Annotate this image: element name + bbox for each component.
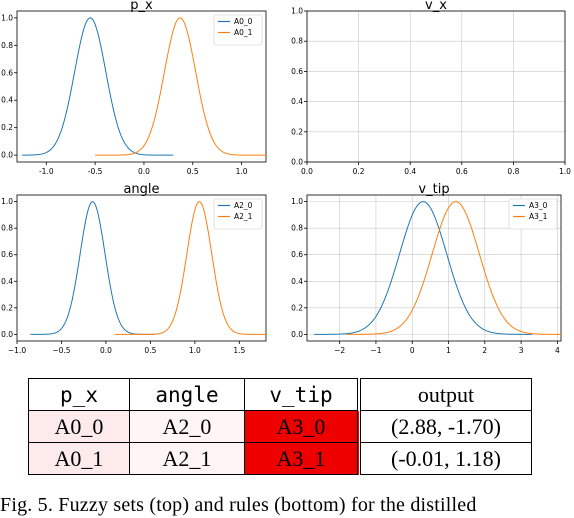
subplot-title: p_x <box>130 0 153 13</box>
rules-table: p_x angle v_tip output A0_0 A2_0 A3_0 (2… <box>28 378 532 475</box>
header-v-tip: v_tip <box>244 378 360 411</box>
fuzzy-sets-figure: p_x -1.0 -0.5 0.0 0.5 1.0 0.0 0.2 0.4 0.6 0.8 1.0 A0… <box>1 0 571 355</box>
y-tick-label: 0.6 <box>1 68 13 77</box>
legend-label: A2_0 <box>234 201 253 210</box>
y-tick-label: 0.8 <box>291 37 303 46</box>
y-tick-label: 1.0 <box>291 197 303 206</box>
legend-box <box>213 14 263 46</box>
series-line-A3-1 <box>346 201 561 335</box>
axes-frame <box>16 194 267 342</box>
y-tick-label: 0.0 <box>1 330 13 339</box>
x-tick-label: −1 <box>370 346 381 355</box>
cell-row2-angle: A2_1 <box>129 442 245 475</box>
header-angle: angle <box>129 378 245 411</box>
legend-box <box>213 198 263 230</box>
cell-row1-p-x: A0_0 <box>28 410 130 443</box>
series-line-A0-0 <box>21 17 174 156</box>
x-tick-label: 0.5 <box>187 167 199 176</box>
x-tick-label: −2 <box>334 346 345 355</box>
legend-label: A0_0 <box>234 17 253 26</box>
x-tick-label: 1.0 <box>236 167 248 176</box>
cell-row1-angle: A2_0 <box>129 410 245 443</box>
y-tick-label: 0.0 <box>1 151 13 160</box>
x-tick-label: 0 <box>410 346 415 355</box>
table-row: A0_0 A2_0 A3_0 (2.88, -1.70) <box>28 410 532 443</box>
x-tick-label: 0.6 <box>456 167 468 176</box>
y-tick-label: 0.0 <box>291 330 303 339</box>
table-header-row: p_x angle v_tip output <box>28 378 532 411</box>
subplot-v-tip: v_tip −2 −1 0 1 2 3 4 0.0 0.2 0.4 0.6 0.8 1.0 A3_0 A3_1 <box>291 182 562 355</box>
series-line-A2-1 <box>114 201 266 335</box>
y-tick-label: 0.2 <box>1 303 13 312</box>
x-tick-label: 1.0 <box>559 167 571 176</box>
subplot-title: v_x <box>425 0 447 13</box>
y-tick-label: 0.0 <box>291 158 303 167</box>
y-tick-label: 1.0 <box>1 13 13 22</box>
x-tick-label: 0.0 <box>100 346 112 355</box>
x-tick-label: −0.5 <box>52 346 70 355</box>
y-tick-label: 0.8 <box>1 224 13 233</box>
legend-label: A0_1 <box>234 28 253 37</box>
cell-row1-v-tip: A3_0 <box>244 410 360 443</box>
x-tick-label: 0.8 <box>507 167 519 176</box>
y-tick-label: 0.6 <box>291 67 303 76</box>
x-tick-label: −1.0 <box>8 346 26 355</box>
y-tick-label: 0.8 <box>1 41 13 50</box>
axes-frame <box>306 10 566 163</box>
y-tick-label: 0.4 <box>291 97 303 106</box>
x-tick-label: 1.5 <box>233 346 245 355</box>
y-tick-label: 0.2 <box>291 303 303 312</box>
series-line-A2-0 <box>30 201 155 335</box>
subplot-title: angle <box>123 182 159 197</box>
x-tick-label: 4 <box>555 346 560 355</box>
header-output: output <box>357 378 532 411</box>
x-tick-label: 0.4 <box>404 167 416 176</box>
subplot-v-x: v_x 0.0 0.2 0.4 0.6 0.8 1.0 0.0 0.2 0.4 0.6 0.8 1.0 <box>291 0 571 176</box>
axes-frame <box>306 194 562 342</box>
y-tick-label: 0.6 <box>1 250 13 259</box>
x-tick-label: 0.2 <box>353 167 365 176</box>
subplot-title: v_tip <box>418 182 449 197</box>
x-tick-label: 0.5 <box>144 346 156 355</box>
x-tick-label: -1.0 <box>39 167 54 176</box>
y-tick-label: 0.4 <box>291 277 303 286</box>
x-tick-label: -0.5 <box>88 167 103 176</box>
x-tick-label: 1 <box>446 346 451 355</box>
legend-box <box>508 198 558 230</box>
y-tick-label: 0.2 <box>291 127 303 136</box>
y-tick-label: 0.6 <box>291 250 303 259</box>
y-tick-label: 0.2 <box>1 123 13 132</box>
header-p-x: p_x <box>28 378 130 411</box>
cell-row2-v-tip: A3_1 <box>244 442 360 475</box>
y-tick-label: 1.0 <box>291 7 303 16</box>
x-tick-label: 0.0 <box>301 167 313 176</box>
cell-row2-output: (-0.01, 1.18) <box>357 442 532 475</box>
y-tick-label: 0.4 <box>1 277 13 286</box>
table-row: A0_1 A2_1 A3_1 (-0.01, 1.18) <box>28 442 532 475</box>
x-tick-label: 2 <box>482 346 487 355</box>
legend-label: A3_1 <box>529 212 548 221</box>
legend-label: A2_1 <box>234 212 253 221</box>
y-tick-label: 0.4 <box>1 96 13 105</box>
subplot-p-x: p_x -1.0 -0.5 0.0 0.5 1.0 0.0 0.2 0.4 0.6 0.8 1.0 A0… <box>1 0 267 176</box>
subplot-angle: angle −1.0 −0.5 0.0 0.5 1.0 1.5 0.0 0.2 0.4 0.6 0.8… <box>1 182 267 355</box>
x-tick-label: 3 <box>519 346 524 355</box>
legend-label: A3_0 <box>529 201 548 210</box>
y-tick-label: 1.0 <box>1 197 13 206</box>
cell-row1-output: (2.88, -1.70) <box>357 410 532 443</box>
x-tick-label: 1.0 <box>189 346 201 355</box>
x-tick-label: 0.0 <box>138 167 150 176</box>
y-tick-label: 0.8 <box>291 224 303 233</box>
series-line-A0-1 <box>95 17 266 156</box>
figure-caption: Fig. 5. Fuzzy sets (top) and rules (bott… <box>0 494 477 516</box>
series-line-A3-0 <box>314 201 532 335</box>
cell-row2-p-x: A0_1 <box>28 442 130 475</box>
axes-frame <box>16 10 267 163</box>
